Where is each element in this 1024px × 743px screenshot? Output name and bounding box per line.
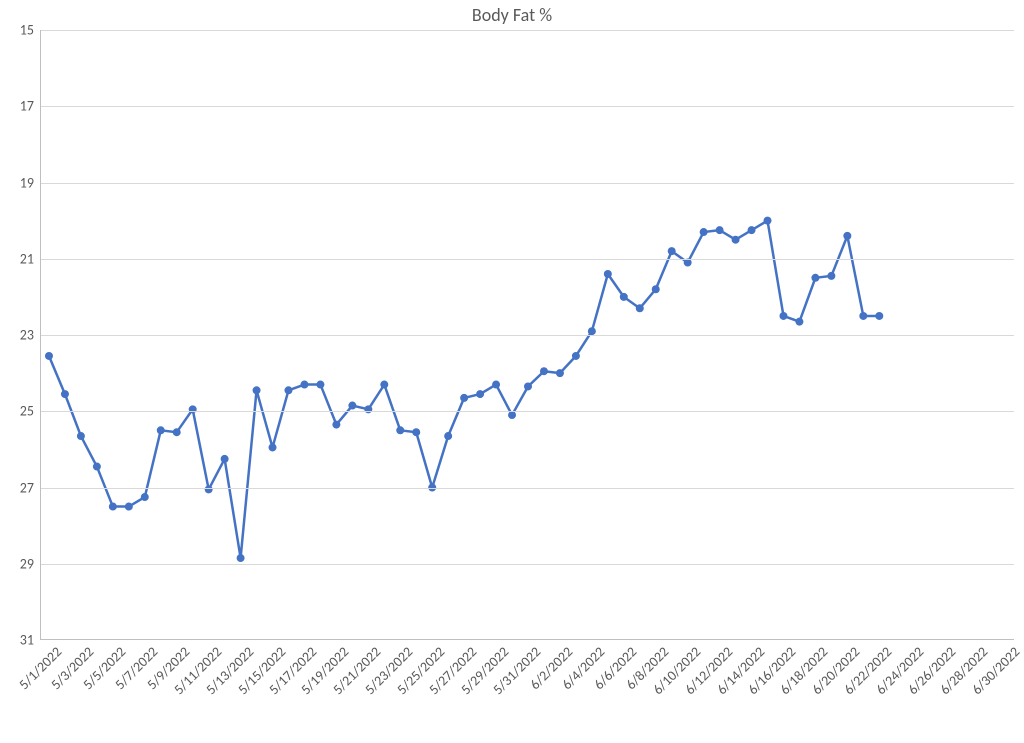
data-point: [572, 352, 580, 360]
data-point: [412, 428, 420, 436]
y-tick-label: 15: [20, 22, 41, 39]
chart-title: Body Fat %: [0, 4, 1024, 26]
data-point: [300, 381, 308, 389]
data-point: [380, 381, 388, 389]
plot-area: 1517192123252729315/1/20225/3/20225/5/20…: [40, 30, 1014, 640]
data-point: [748, 226, 756, 234]
data-point: [460, 394, 468, 402]
data-point: [141, 493, 149, 501]
data-point: [524, 382, 532, 390]
data-point: [77, 432, 85, 440]
gridline: [41, 106, 1014, 107]
y-tick-label: 31: [20, 632, 41, 649]
data-point: [636, 304, 644, 312]
gridline: [41, 259, 1014, 260]
data-point: [237, 554, 245, 562]
series-line: [49, 221, 879, 558]
y-tick-label: 17: [20, 98, 41, 115]
y-tick-label: 29: [20, 555, 41, 572]
data-point: [316, 381, 324, 389]
data-point: [173, 428, 181, 436]
data-point: [732, 236, 740, 244]
data-point: [668, 247, 676, 255]
data-point: [332, 421, 340, 429]
data-point: [157, 426, 165, 434]
data-point: [540, 367, 548, 375]
gridline: [41, 488, 1014, 489]
data-point: [109, 503, 117, 511]
gridline: [41, 183, 1014, 184]
gridline: [41, 30, 1014, 31]
data-point: [764, 217, 772, 225]
gridline: [41, 564, 1014, 565]
y-tick-label: 25: [20, 403, 41, 420]
data-point: [556, 369, 564, 377]
data-point: [221, 455, 229, 463]
data-point: [779, 312, 787, 320]
data-point: [396, 426, 404, 434]
data-point: [93, 463, 101, 471]
data-point: [843, 232, 851, 240]
data-point: [700, 228, 708, 236]
data-point: [444, 432, 452, 440]
data-point: [859, 312, 867, 320]
data-point: [269, 443, 277, 451]
gridline: [41, 411, 1014, 412]
data-point: [827, 272, 835, 280]
data-point: [795, 318, 803, 326]
data-point: [476, 390, 484, 398]
data-point: [45, 352, 53, 360]
data-point: [620, 293, 628, 301]
data-point: [652, 285, 660, 293]
data-point: [604, 270, 612, 278]
y-tick-label: 21: [20, 250, 41, 267]
y-tick-label: 19: [20, 174, 41, 191]
data-point: [348, 402, 356, 410]
data-point: [284, 386, 292, 394]
data-point: [875, 312, 883, 320]
data-point: [684, 259, 692, 267]
gridline: [41, 335, 1014, 336]
data-point: [125, 503, 133, 511]
y-tick-label: 23: [20, 327, 41, 344]
data-point: [61, 390, 69, 398]
data-point: [588, 327, 596, 335]
data-point: [508, 411, 516, 419]
chart-container: Body Fat % 1517192123252729315/1/20225/3…: [0, 0, 1024, 743]
data-point: [253, 386, 261, 394]
data-point: [716, 226, 724, 234]
y-tick-label: 27: [20, 479, 41, 496]
data-point: [492, 381, 500, 389]
data-point: [811, 274, 819, 282]
